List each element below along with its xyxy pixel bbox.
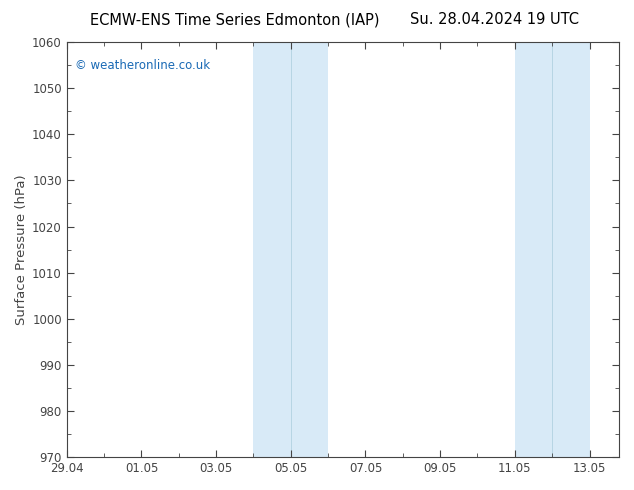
Bar xyxy=(515,42,552,457)
Bar xyxy=(254,42,291,457)
Text: © weatheronline.co.uk: © weatheronline.co.uk xyxy=(75,59,210,72)
Bar xyxy=(552,42,590,457)
Bar xyxy=(291,42,328,457)
Y-axis label: Surface Pressure (hPa): Surface Pressure (hPa) xyxy=(15,174,28,325)
Text: ECMW-ENS Time Series Edmonton (IAP): ECMW-ENS Time Series Edmonton (IAP) xyxy=(90,12,379,27)
Text: Su. 28.04.2024 19 UTC: Su. 28.04.2024 19 UTC xyxy=(410,12,579,27)
